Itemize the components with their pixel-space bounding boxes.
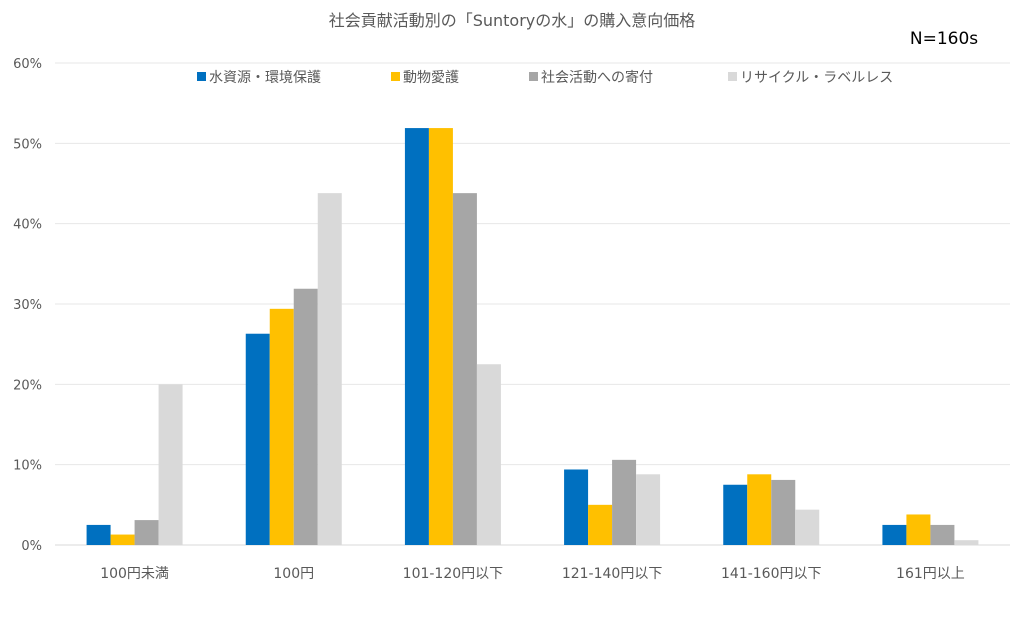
bar xyxy=(723,484,748,545)
y-tick-label: 40% xyxy=(13,218,42,233)
x-tick-label: 101-120円以下 xyxy=(403,566,504,582)
y-axis: 0% 10% 20% 30% 40% 50% 60% xyxy=(13,57,42,554)
legend-swatch xyxy=(728,72,737,81)
y-tick-label: 60% xyxy=(13,57,42,72)
legend-label: リサイクル・ラベルレス xyxy=(740,70,893,86)
x-tick-label: 100円未満 xyxy=(100,566,169,582)
x-axis: 100円未満 100円 101-120円以下 121-140円以下 141-160円以下… xyxy=(100,566,965,582)
y-tick-label: 10% xyxy=(13,459,42,474)
bar xyxy=(158,384,183,545)
legend-swatch xyxy=(391,72,400,81)
bar xyxy=(293,288,318,545)
bar xyxy=(269,308,294,545)
bar xyxy=(636,474,661,545)
bar xyxy=(134,520,159,545)
gridlines xyxy=(55,62,1010,546)
y-tick-label: 50% xyxy=(13,137,42,152)
y-tick-label: 20% xyxy=(13,378,42,393)
x-tick-label: 100円 xyxy=(273,566,314,582)
bar xyxy=(476,364,501,545)
bar xyxy=(110,534,135,545)
bar xyxy=(404,128,429,545)
x-tick-label: 161円以上 xyxy=(896,566,965,582)
bar xyxy=(771,479,796,545)
chart-title: 社会貢献活動別の「Suntoryの水」の購入意向価格 xyxy=(329,11,696,30)
bar xyxy=(795,509,820,545)
bar xyxy=(86,524,111,545)
x-tick-label: 121-140円以下 xyxy=(562,566,663,582)
bar xyxy=(588,504,613,545)
bars xyxy=(86,128,979,545)
bar xyxy=(245,333,270,545)
legend: 水資源・環境保護 動物愛護 社会活動への寄付 リサイクル・ラベルレス xyxy=(197,69,893,86)
y-tick-label: 0% xyxy=(21,539,42,554)
bar xyxy=(428,128,453,545)
bar xyxy=(954,540,979,545)
bar xyxy=(452,193,477,545)
bar xyxy=(906,514,931,545)
bar xyxy=(564,469,589,545)
legend-label: 動物愛護 xyxy=(403,70,459,86)
y-tick-label: 30% xyxy=(13,298,42,313)
sample-size-label: N=160s xyxy=(910,29,978,49)
bar xyxy=(930,524,955,545)
legend-label: 水資源・環境保護 xyxy=(209,70,321,86)
bar xyxy=(882,524,907,545)
bar xyxy=(747,474,772,545)
legend-swatch xyxy=(197,72,206,81)
legend-label: 社会活動への寄付 xyxy=(541,69,653,86)
bar xyxy=(612,459,637,545)
x-tick-label: 141-160円以下 xyxy=(721,566,822,582)
legend-swatch xyxy=(529,72,538,81)
bar xyxy=(317,193,342,545)
